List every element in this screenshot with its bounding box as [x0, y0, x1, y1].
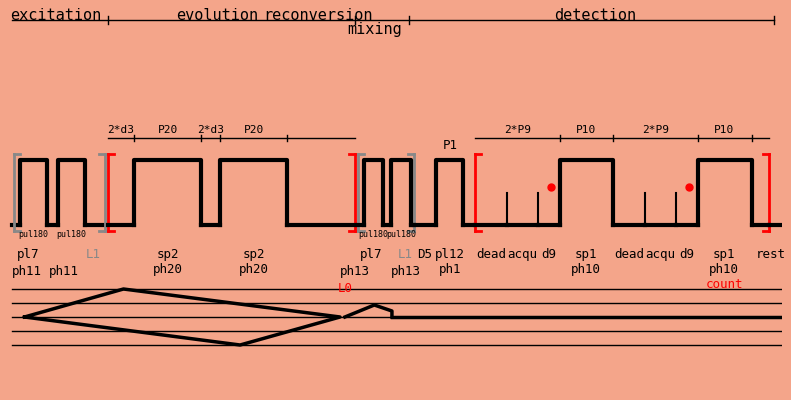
Text: P20: P20: [244, 125, 264, 135]
Text: dead: dead: [476, 248, 506, 261]
Text: mixing: mixing: [347, 22, 402, 37]
Text: 2*P9: 2*P9: [642, 125, 669, 135]
Text: sp2: sp2: [243, 248, 265, 261]
Text: pl12: pl12: [435, 248, 465, 261]
Text: 2*d3: 2*d3: [107, 125, 134, 135]
Text: rest: rest: [755, 248, 785, 261]
Text: pul180: pul180: [358, 230, 388, 239]
Text: excitation: excitation: [10, 8, 101, 23]
Text: 2*d3: 2*d3: [197, 125, 224, 135]
Text: reconversion: reconversion: [263, 8, 373, 23]
Text: ph11: ph11: [12, 265, 41, 278]
Text: acqu: acqu: [645, 248, 676, 261]
Text: count: count: [706, 278, 743, 291]
Text: pul180: pul180: [56, 230, 86, 239]
Text: detection: detection: [554, 8, 636, 23]
Text: ph13: ph13: [391, 265, 421, 278]
Text: pul180: pul180: [386, 230, 416, 239]
Text: P20: P20: [157, 125, 178, 135]
Text: P10: P10: [576, 125, 596, 135]
Text: ph11: ph11: [49, 265, 79, 278]
Text: P10: P10: [714, 125, 734, 135]
Text: ph10: ph10: [571, 263, 601, 276]
Text: pul180: pul180: [18, 230, 48, 239]
Text: dead: dead: [614, 248, 644, 261]
Text: d9: d9: [541, 248, 556, 261]
Text: ph10: ph10: [709, 263, 739, 276]
Text: L1: L1: [398, 248, 413, 261]
Text: ph1: ph1: [438, 263, 461, 276]
Text: pl7: pl7: [17, 248, 40, 261]
Text: d9: d9: [679, 248, 694, 261]
Text: P1: P1: [442, 139, 457, 152]
Text: 2*P9: 2*P9: [504, 125, 531, 135]
Text: L1: L1: [85, 248, 100, 261]
Text: sp1: sp1: [713, 248, 736, 261]
Text: sp2: sp2: [157, 248, 179, 261]
Text: sp1: sp1: [575, 248, 597, 261]
Text: pl7: pl7: [360, 248, 383, 261]
Text: D5: D5: [417, 248, 432, 261]
Text: ph20: ph20: [153, 263, 183, 276]
Text: ph13: ph13: [339, 265, 369, 278]
Text: L0: L0: [338, 282, 353, 295]
Text: evolution: evolution: [176, 8, 259, 23]
Text: acqu: acqu: [507, 248, 537, 261]
Text: ph20: ph20: [239, 263, 269, 276]
